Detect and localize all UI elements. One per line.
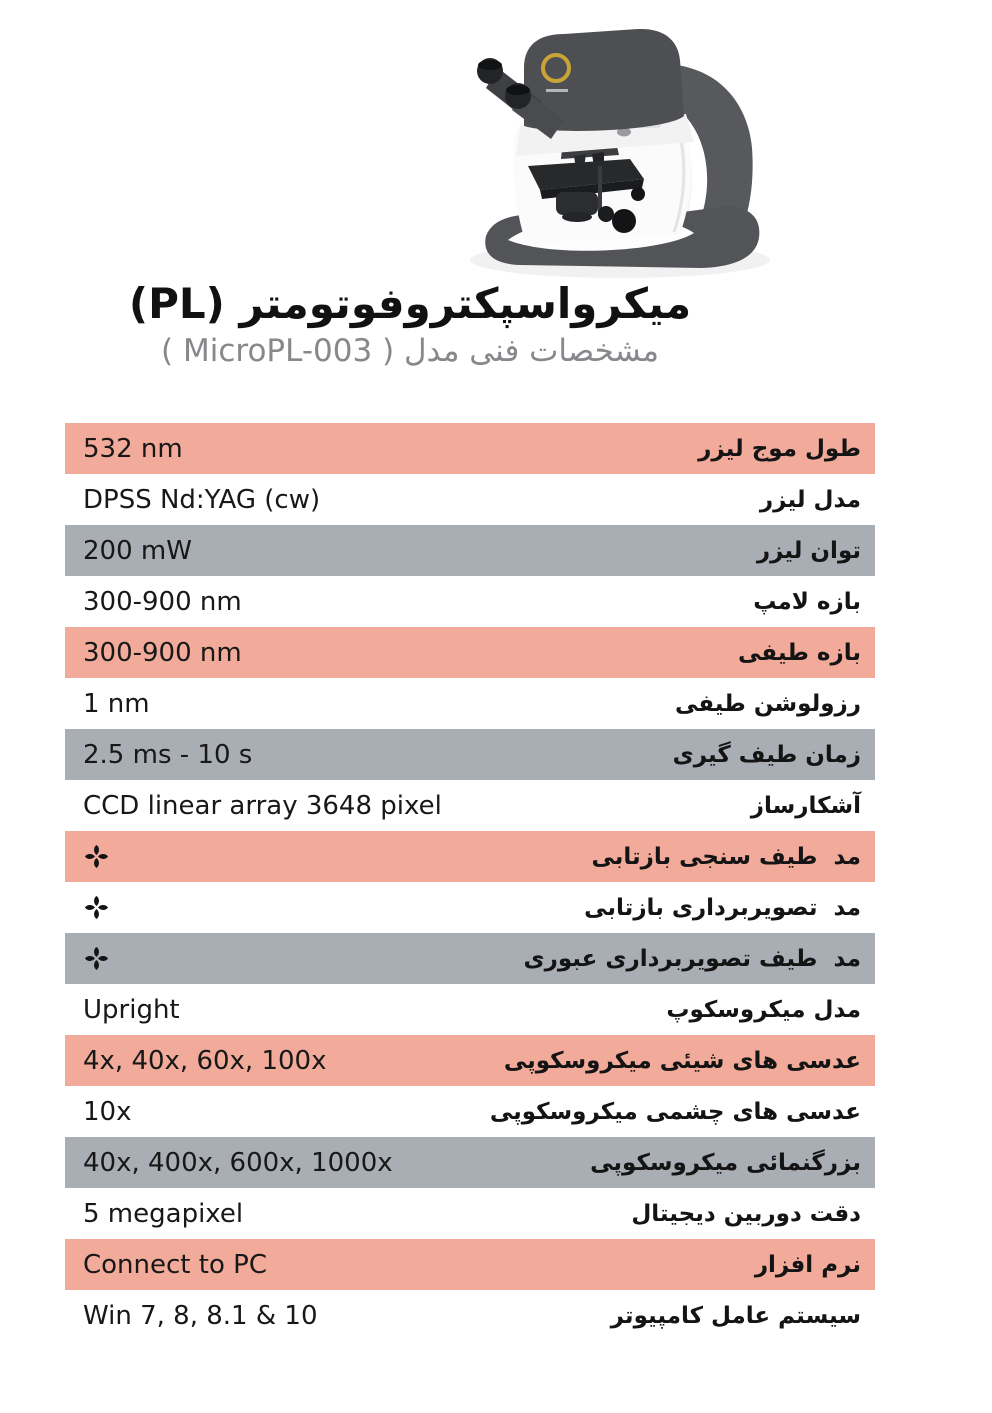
spec-value-cell: [65, 843, 114, 870]
spec-value-cell: CCD linear array 3648 pixel: [65, 791, 442, 821]
spec-value: 300-900 nm: [83, 637, 242, 668]
table-row: 40x, 400x, 600x, 1000x بزرگنمائی میکروسک…: [65, 1137, 875, 1188]
spec-value: 5 megapixel: [83, 1198, 244, 1229]
table-row: 532 nm طول موج لیزر: [65, 423, 875, 474]
table-row: Upright مدل میکروسکوپ: [65, 984, 875, 1035]
table-row: 10x عدسی های چشمی میکروسکوپی: [65, 1086, 875, 1137]
spec-label: رزولوشن طیفی: [674, 690, 861, 717]
brand-logo-ring: [541, 53, 571, 83]
spec-value: 2.5 ms - 10 s: [83, 739, 253, 770]
microscope-image: [428, 8, 790, 290]
spec-table: 532 nm طول موج لیزر DPSS Nd:YAG (cw) مدل…: [65, 423, 875, 1341]
spec-label: آشکارساز: [750, 792, 861, 819]
spec-label: مدل میکروسکوپ: [666, 996, 861, 1023]
title-block: میکرواسپکتروفوتومتر (PL) مشخصات فنی مدل …: [88, 280, 732, 369]
table-row: مد طیف سنجی بازتابی: [65, 831, 875, 882]
table-row: Connect to PC نرم افزار: [65, 1239, 875, 1290]
spec-label: طول موج لیزر: [698, 435, 861, 462]
spec-label: عدسی های شیئی میکروسکوپی: [503, 1047, 861, 1074]
spec-value: 40x, 400x, 600x, 1000x: [83, 1147, 393, 1178]
table-row: 1 nm رزولوشن طیفی: [65, 678, 875, 729]
spec-value: 10x: [83, 1096, 132, 1127]
spec-label: مدل لیزر: [759, 486, 861, 513]
spec-value: DPSS Nd:YAG (cw): [83, 484, 321, 515]
microscope-illustration: [470, 28, 770, 278]
spec-label: مد طیف سنجی بازتابی: [591, 843, 861, 870]
table-row: 5 megapixel دقت دوربین دیجیتال: [65, 1188, 875, 1239]
spec-value-cell: 5 megapixel: [65, 1199, 243, 1229]
spec-label: عدسی های چشمی میکروسکوپی: [489, 1098, 861, 1125]
table-row: 2.5 ms - 10 s زمان طیف گیری: [65, 729, 875, 780]
spec-value-cell: [65, 894, 114, 921]
table-row: CCD linear array 3648 pixel آشکارساز: [65, 780, 875, 831]
spec-value-cell: 40x, 400x, 600x, 1000x: [65, 1148, 393, 1178]
spec-label: مد طیف تصویربرداری عبوری: [523, 945, 861, 972]
header: میکرواسپکتروفوتومتر (PL) مشخصات فنی مدل …: [0, 0, 992, 423]
four-petal-check-icon: [83, 945, 110, 972]
spec-value-cell: 300-900 nm: [65, 587, 242, 617]
table-row: 300-900 nm بازه طیفی: [65, 627, 875, 678]
spec-value: 200 mW: [83, 535, 192, 566]
spec-label: بزرگنمائی میکروسکوپی: [590, 1149, 861, 1176]
spec-value-cell: 4x, 40x, 60x, 100x: [65, 1046, 326, 1076]
spec-value-cell: Upright: [65, 995, 180, 1025]
spec-label: بازه لامپ: [753, 588, 861, 615]
spec-value-cell: [65, 945, 114, 972]
spec-value: Upright: [83, 994, 180, 1025]
spec-value-cell: 532 nm: [65, 434, 183, 464]
spec-value: 300-900 nm: [83, 586, 242, 617]
table-row: 300-900 nm بازه لامپ: [65, 576, 875, 627]
spec-value: CCD linear array 3648 pixel: [83, 790, 442, 821]
spec-label: توان لیزر: [756, 537, 861, 564]
table-row: 4x, 40x, 60x, 100x عدسی های شیئی میکروسک…: [65, 1035, 875, 1086]
spec-value-cell: 1 nm: [65, 689, 150, 719]
table-row: Win 7, 8, 8.1 & 10 سیستم عامل کامپیوتر: [65, 1290, 875, 1341]
table-row: مد تصویربرداری بازتابی: [65, 882, 875, 933]
spec-value-cell: DPSS Nd:YAG (cw): [65, 485, 320, 515]
spec-value-cell: 200 mW: [65, 536, 192, 566]
table-row: مد طیف تصویربرداری عبوری: [65, 933, 875, 984]
spec-value-cell: Win 7, 8, 8.1 & 10: [65, 1301, 317, 1331]
spec-value-cell: 10x: [65, 1097, 131, 1127]
spec-label: مد تصویربرداری بازتابی: [584, 894, 861, 921]
table-row: DPSS Nd:YAG (cw) مدل لیزر: [65, 474, 875, 525]
four-petal-check-icon: [83, 894, 110, 921]
spec-value: Win 7, 8, 8.1 & 10: [83, 1300, 318, 1331]
spec-value: 532 nm: [83, 433, 183, 464]
page-title: میکرواسپکتروفوتومتر (PL): [128, 279, 692, 328]
spec-label: سیستم عامل کامپیوتر: [610, 1302, 861, 1329]
spec-value: 4x, 40x, 60x, 100x: [83, 1045, 327, 1076]
four-petal-check-icon: [83, 843, 110, 870]
spec-label: دقت دوربین دیجیتال: [631, 1200, 861, 1227]
spec-value: Connect to PC: [83, 1249, 267, 1280]
page-subtitle: مشخصات فنی مدل ( MicroPL-003 ): [161, 333, 659, 370]
spec-value: 1 nm: [83, 688, 150, 719]
spec-value-cell: 2.5 ms - 10 s: [65, 740, 252, 770]
table-row: 200 mW توان لیزر: [65, 525, 875, 576]
spec-label: نرم افزار: [754, 1251, 861, 1278]
spec-value-cell: Connect to PC: [65, 1250, 267, 1280]
spec-label: زمان طیف گیری: [672, 741, 861, 768]
spec-label: بازه طیفی: [738, 639, 861, 666]
spec-value-cell: 300-900 nm: [65, 638, 242, 668]
